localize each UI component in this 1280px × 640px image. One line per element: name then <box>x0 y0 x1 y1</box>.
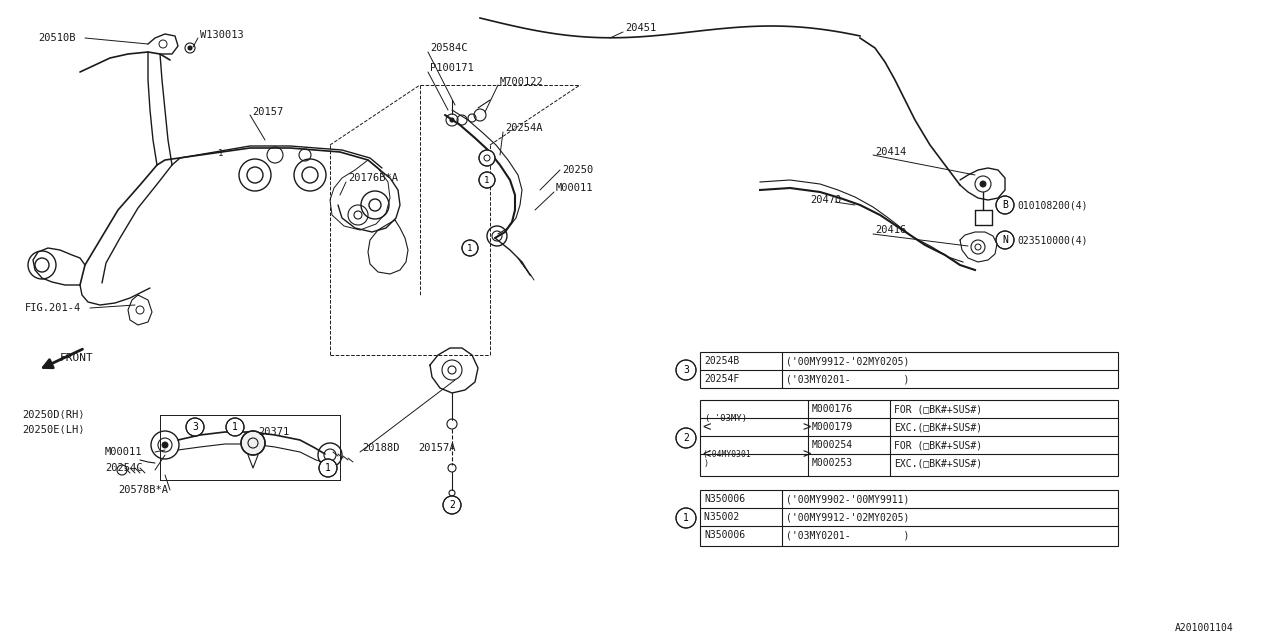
Bar <box>700 400 1117 476</box>
Text: ('00MY9902-'00MY9911): ('00MY9902-'00MY9911) <box>786 494 909 504</box>
Text: 20254B: 20254B <box>704 356 740 366</box>
Circle shape <box>676 428 696 448</box>
Circle shape <box>163 442 168 448</box>
Text: 20157A: 20157A <box>419 443 456 453</box>
Text: 20250E⟨LH⟩: 20250E⟨LH⟩ <box>22 425 84 435</box>
Text: FIG.201-4: FIG.201-4 <box>26 303 81 313</box>
Circle shape <box>443 496 461 514</box>
Text: P100171: P100171 <box>430 63 474 73</box>
Text: M000179: M000179 <box>812 422 854 432</box>
Circle shape <box>227 418 244 436</box>
Text: 2: 2 <box>449 500 454 510</box>
Circle shape <box>186 418 204 436</box>
Text: 1: 1 <box>684 513 689 523</box>
Text: FOR (□BK#+SUS#): FOR (□BK#+SUS#) <box>893 440 982 450</box>
Text: 3: 3 <box>684 365 689 375</box>
Text: 20416: 20416 <box>876 225 906 235</box>
Circle shape <box>479 150 495 166</box>
Text: ): ) <box>704 458 709 467</box>
Circle shape <box>980 181 986 187</box>
Text: 20371: 20371 <box>259 427 289 437</box>
Bar <box>700 490 1117 546</box>
Text: M000253: M000253 <box>812 458 854 468</box>
Text: <: < <box>701 447 710 461</box>
Text: M00011: M00011 <box>105 447 142 457</box>
Text: >: > <box>803 447 810 461</box>
Text: N350006: N350006 <box>704 494 745 504</box>
Text: FRONT: FRONT <box>60 353 93 363</box>
Text: ('04MY0301-: ('04MY0301- <box>701 449 755 458</box>
Text: 20510B: 20510B <box>38 33 76 43</box>
Text: M000254: M000254 <box>812 440 854 450</box>
Text: M000176: M000176 <box>812 404 854 414</box>
Text: (-'03MY): (-'03MY) <box>704 413 748 422</box>
Text: ('03MY0201-         ): ('03MY0201- ) <box>786 374 909 384</box>
Bar <box>700 352 1117 388</box>
Text: 010108200(4): 010108200(4) <box>1018 200 1088 210</box>
Text: 20157: 20157 <box>252 107 283 117</box>
Circle shape <box>996 196 1014 214</box>
Circle shape <box>996 231 1014 249</box>
Text: 1: 1 <box>232 422 238 432</box>
Circle shape <box>479 172 495 188</box>
Text: EXC.(□BK#+SUS#): EXC.(□BK#+SUS#) <box>893 458 982 468</box>
Text: 20254A: 20254A <box>506 123 543 133</box>
Circle shape <box>451 118 454 122</box>
Text: 1: 1 <box>218 148 224 157</box>
Text: N350006: N350006 <box>704 530 745 540</box>
Circle shape <box>319 459 337 477</box>
Text: 20470: 20470 <box>810 195 841 205</box>
Text: 20250D⟨RH⟩: 20250D⟨RH⟩ <box>22 410 84 420</box>
Text: 20250: 20250 <box>562 165 593 175</box>
Text: 1: 1 <box>467 243 472 253</box>
Text: 20451: 20451 <box>625 23 657 33</box>
Text: >: > <box>803 420 810 434</box>
Text: 20414: 20414 <box>876 147 906 157</box>
Text: M700122: M700122 <box>500 77 544 87</box>
Text: N35002: N35002 <box>704 512 745 522</box>
Text: A201001104: A201001104 <box>1175 623 1234 633</box>
Text: M00011: M00011 <box>556 183 594 193</box>
Circle shape <box>676 508 696 528</box>
Text: 20176B*A: 20176B*A <box>348 173 398 183</box>
Text: 3: 3 <box>192 422 198 432</box>
Text: 20578B*A: 20578B*A <box>118 485 168 495</box>
Text: 20188D: 20188D <box>362 443 399 453</box>
Text: 1: 1 <box>325 463 332 473</box>
Text: EXC.(□BK#+SUS#): EXC.(□BK#+SUS#) <box>893 422 982 432</box>
Text: FOR (□BK#+SUS#): FOR (□BK#+SUS#) <box>893 404 982 414</box>
Circle shape <box>462 240 477 256</box>
Text: 023510000(4): 023510000(4) <box>1018 235 1088 245</box>
Text: N: N <box>1002 235 1007 245</box>
Circle shape <box>676 360 696 380</box>
Text: 2: 2 <box>684 433 689 443</box>
Text: ('00MY9912-'02MY0205): ('00MY9912-'02MY0205) <box>786 512 909 522</box>
Text: 20254F: 20254F <box>704 374 740 384</box>
Circle shape <box>241 431 265 455</box>
Text: 20584C: 20584C <box>430 43 467 53</box>
Text: ('00MY9912-'02MY0205): ('00MY9912-'02MY0205) <box>786 356 909 366</box>
Circle shape <box>188 46 192 50</box>
Text: W130013: W130013 <box>200 30 243 40</box>
Text: 1: 1 <box>484 175 490 184</box>
Text: 20254C: 20254C <box>105 463 142 473</box>
Text: <: < <box>701 420 710 434</box>
Text: B: B <box>1002 200 1007 210</box>
Text: ('03MY0201-         ): ('03MY0201- ) <box>786 530 909 540</box>
